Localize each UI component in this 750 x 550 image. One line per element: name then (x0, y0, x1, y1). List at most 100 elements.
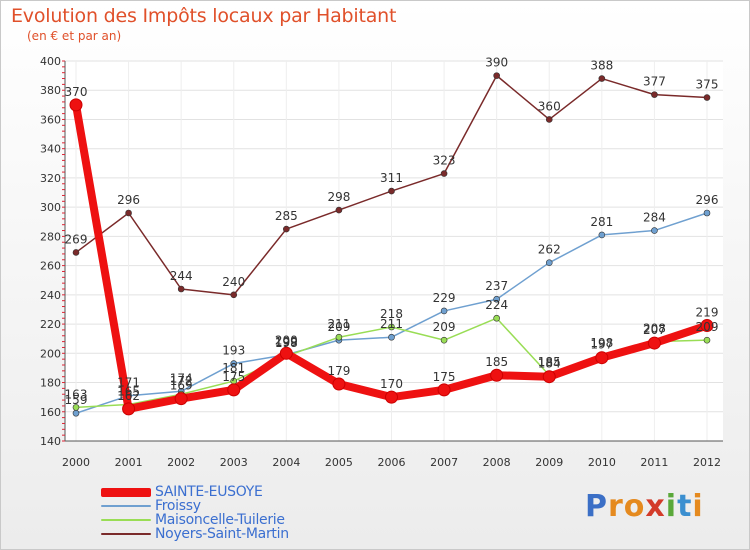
data-point (598, 75, 606, 82)
data-point (69, 98, 83, 112)
data-point (72, 409, 80, 417)
x-tick-label: 2005 (325, 456, 353, 469)
data-point (125, 209, 132, 217)
y-tick-label: 220 (40, 318, 61, 331)
data-point (72, 404, 80, 411)
y-tick-label: 400 (40, 55, 61, 68)
data-label: 219 (696, 306, 719, 320)
data-point (385, 390, 398, 404)
data-point (703, 336, 711, 344)
legend-label: Noyers-Saint-Martin (155, 526, 289, 542)
legend-item: Maisoncelle-Tuilerie (101, 513, 289, 527)
data-label: 296 (117, 193, 140, 207)
data-label: 199 (275, 335, 298, 349)
data-label: 224 (485, 298, 508, 312)
x-tick-label: 2002 (167, 456, 195, 469)
data-label: 179 (327, 364, 350, 378)
data-label: 185 (538, 355, 561, 369)
y-tick-label: 300 (40, 201, 61, 214)
data-label: 171 (117, 376, 140, 390)
data-label: 377 (643, 75, 666, 89)
data-label: 323 (433, 154, 456, 168)
y-tick-label: 360 (40, 113, 61, 126)
data-point (283, 225, 290, 233)
data-point (227, 383, 241, 397)
x-tick-label: 2000 (62, 456, 90, 469)
data-label: 244 (170, 269, 193, 283)
data-label: 169 (170, 379, 193, 393)
data-point (437, 383, 451, 397)
data-label: 281 (590, 215, 613, 229)
data-label: 193 (222, 344, 245, 358)
data-label: 237 (485, 279, 508, 293)
x-tick-label: 2012 (693, 456, 721, 469)
data-point (174, 392, 188, 406)
data-label: 209 (433, 320, 456, 334)
data-point (703, 209, 711, 217)
y-tick-label: 240 (40, 289, 61, 302)
data-label: 296 (696, 193, 719, 207)
data-label: 197 (590, 338, 613, 352)
data-label: 162 (117, 389, 140, 403)
chart-title: Evolution des Impôts locaux par Habitant (11, 5, 397, 27)
data-point (122, 402, 136, 416)
logo-letter: x (645, 489, 666, 524)
data-label: 174 (170, 371, 193, 385)
data-label: 298 (327, 190, 350, 204)
data-label: 388 (590, 59, 613, 73)
data-point (651, 91, 658, 98)
data-point (703, 94, 711, 101)
data-label: 200 (275, 333, 298, 347)
proxiti-logo: Proxiti (585, 489, 704, 524)
legend-swatch (101, 487, 151, 497)
x-tick-label: 2001 (115, 456, 143, 469)
data-label: 229 (433, 291, 456, 305)
legend-item: SAINTE-EUSOYE (101, 485, 289, 499)
data-point (388, 187, 395, 195)
data-point (700, 319, 714, 333)
chart-legend: SAINTE-EUSOYE Froissy Maisoncelle-Tuiler… (101, 485, 289, 541)
data-label: 184 (538, 357, 561, 371)
y-tick-label: 280 (40, 230, 61, 243)
data-label: 175 (433, 370, 456, 384)
data-label: 218 (380, 307, 403, 321)
y-tick-label: 200 (40, 347, 61, 360)
data-point (388, 323, 395, 331)
x-tick-label: 2011 (640, 456, 668, 469)
y-tick-label: 180 (40, 377, 61, 390)
chart-subtitle: (en € et par an) (27, 29, 122, 43)
plot-area (65, 61, 723, 441)
data-label: 159 (65, 393, 88, 407)
logo-letter: t (677, 489, 693, 524)
data-point (279, 346, 293, 360)
data-label: 269 (65, 232, 88, 246)
logo-letter: i (665, 489, 678, 524)
data-point (647, 336, 661, 350)
legend-swatch (101, 519, 151, 521)
data-label: 284 (643, 211, 666, 225)
data-point (545, 259, 553, 266)
data-label: 198 (590, 336, 613, 350)
x-tick-label: 2009 (535, 456, 563, 469)
data-point (598, 231, 606, 239)
y-tick-label: 380 (40, 84, 61, 97)
data-label: 172 (170, 374, 193, 388)
data-label: 209 (696, 320, 719, 334)
data-label: 390 (485, 56, 508, 70)
data-label: 207 (643, 323, 666, 337)
legend-label: Maisoncelle-Tuilerie (155, 512, 285, 528)
data-point (440, 336, 448, 344)
data-label: 181 (222, 361, 245, 375)
data-point (493, 72, 500, 79)
x-tick-label: 2010 (588, 456, 616, 469)
data-point (440, 307, 448, 315)
logo-letter: P (585, 489, 608, 524)
data-label: 198 (275, 336, 298, 350)
y-tick-label: 320 (40, 172, 61, 185)
data-label: 262 (538, 243, 561, 257)
data-label: 209 (327, 320, 350, 334)
data-label: 175 (222, 370, 245, 384)
y-tick-label: 340 (40, 143, 61, 156)
legend-item: Noyers-Saint-Martin (101, 527, 289, 541)
